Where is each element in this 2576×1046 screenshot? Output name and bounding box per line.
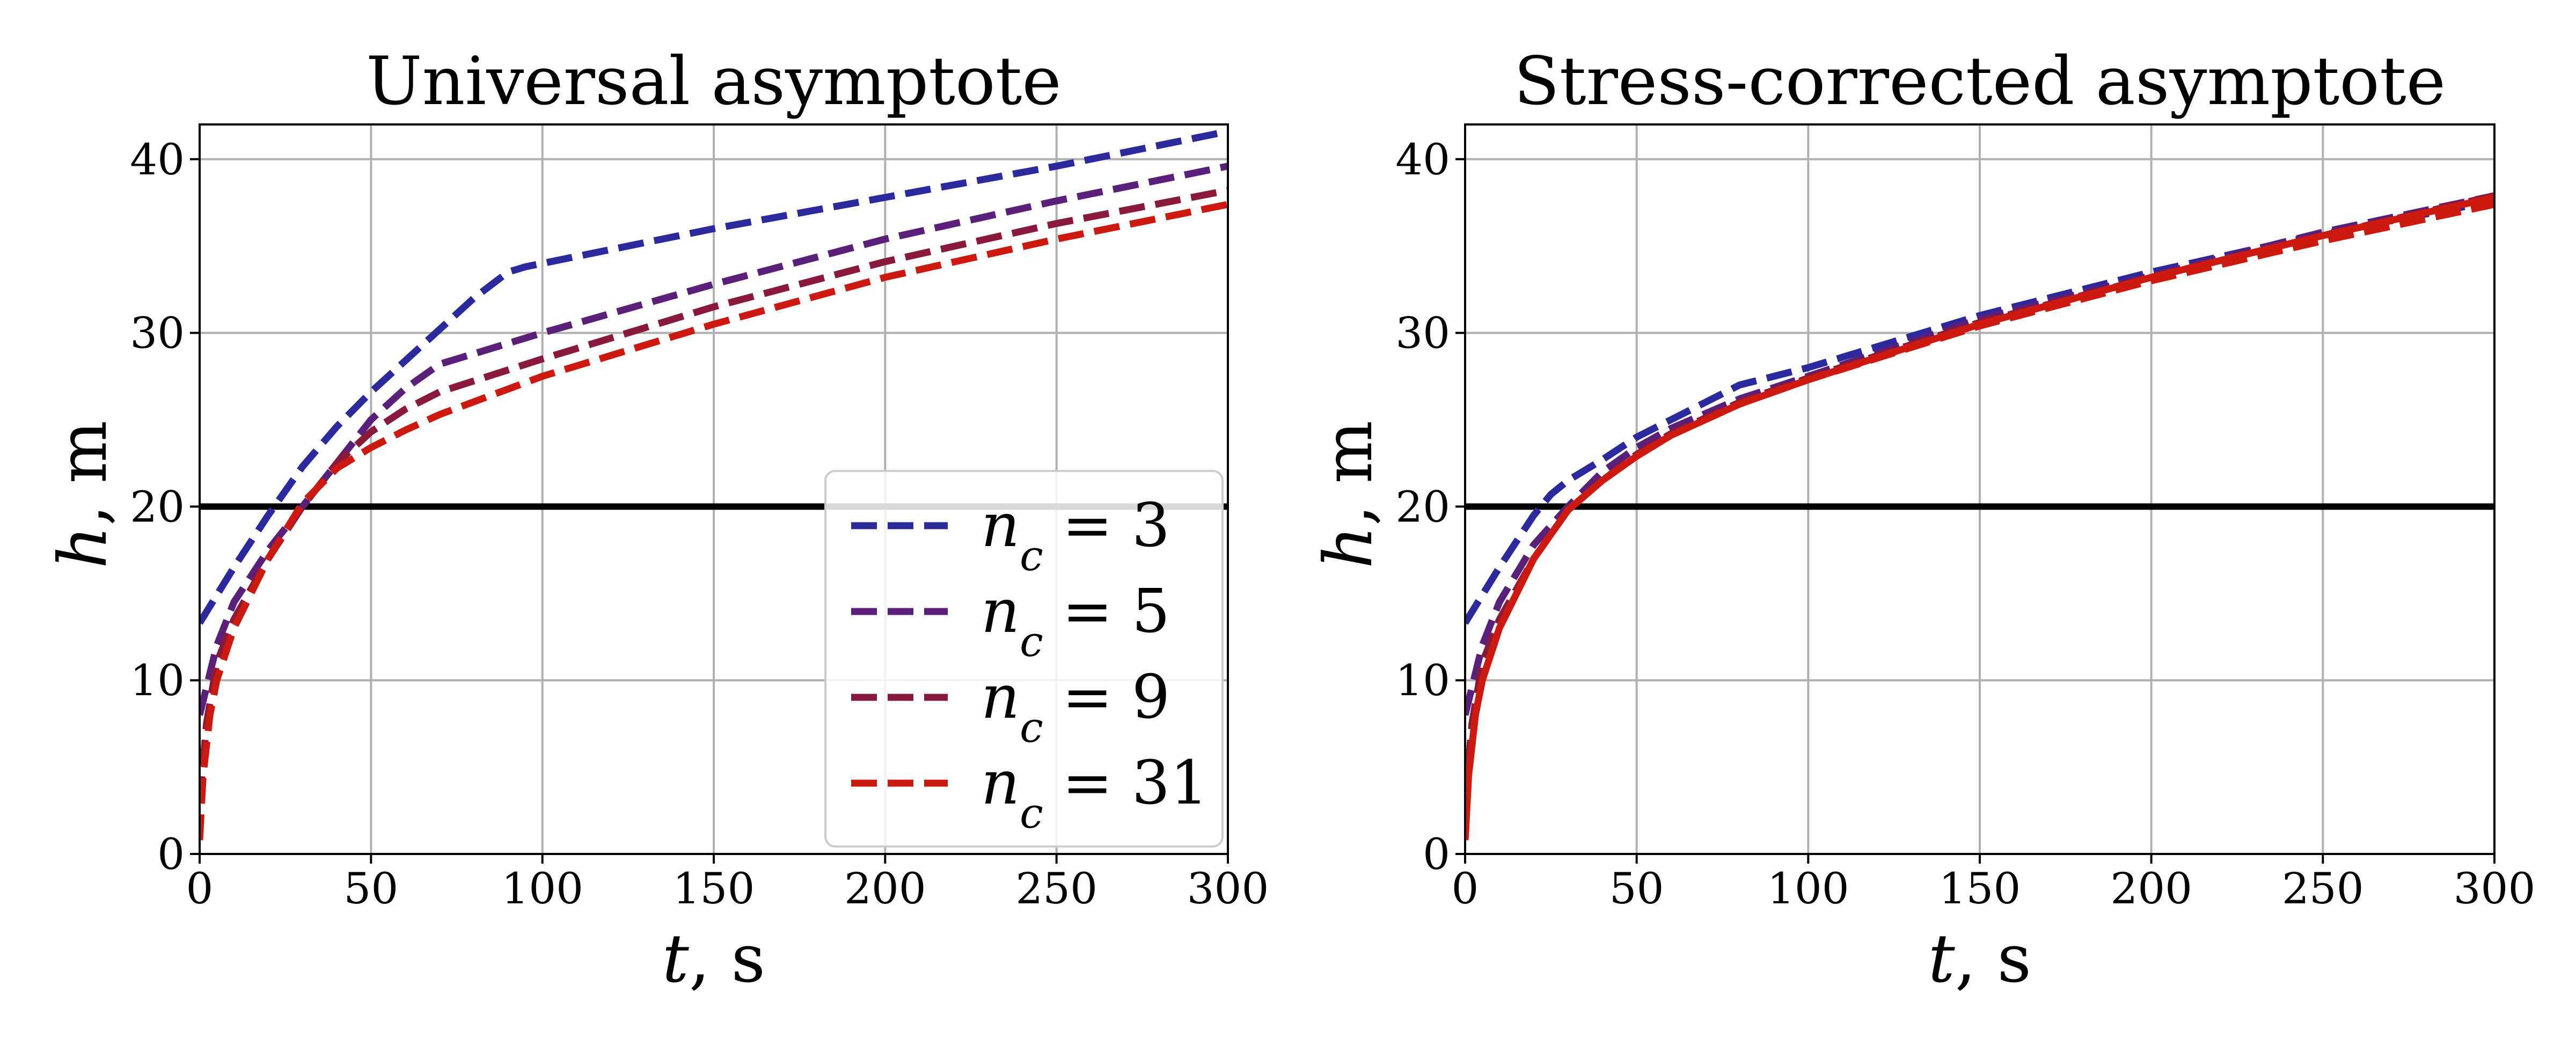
x-tick-label: 150 [673,864,755,914]
y-tick-label: 20 [130,482,185,532]
x-tick-label: 0 [1452,864,1479,914]
x-tick-label: 50 [343,864,398,914]
data-layer [200,128,1228,841]
x-tick-label: 50 [1609,864,1664,914]
x-axis-label: t, s [662,920,765,998]
x-tick-label: 100 [501,864,583,914]
x-tick-label: 200 [2110,864,2192,914]
series-line-nc-31 [200,201,1228,841]
legend: nc = 3nc = 5nc = 9nc = 31 [824,470,1224,848]
series-line-nc-3 [200,128,1228,625]
chart-right: 0 50 100 150 200 250 300 0 10 20 30 40 Stress-correc… [1310,43,2535,998]
series-line-nc-5 [200,163,1228,716]
x-tick-label: 300 [2454,864,2536,914]
legend-label-nc-31: nc = 31 [981,748,1208,838]
series-line-nc-9 [200,187,1228,802]
x-tick-label: 100 [1767,864,1849,914]
chart-title: Universal asymptote [366,43,1062,120]
series-line-solid [1465,194,2494,841]
legend-label-nc-5: nc = 5 [981,577,1170,666]
chart-left: 0 50 100 150 200 250 300 0 10 20 30 40 Universal asy… [45,43,1269,998]
y-tick-label: 0 [1423,829,1450,879]
legend-label-nc-9: nc = 9 [981,662,1170,752]
legend-box [824,470,1224,848]
y-tick-label: 10 [130,655,185,705]
y-tick-label: 10 [1395,655,1450,705]
x-tick-label: 0 [186,864,214,914]
legend-label-nc-3: nc = 3 [981,491,1170,580]
x-tick-label: 200 [844,864,926,914]
x-tick-label: 250 [1015,864,1097,914]
y-tick-label: 30 [1395,308,1450,358]
y-tick-label: 40 [130,135,185,185]
y-axis-label: h, m [45,421,122,569]
x-axis-label: t, s [1928,920,2031,998]
x-tick-label: 300 [1187,864,1269,914]
y-tick-label: 40 [1395,135,1450,185]
y-tick-label: 0 [157,829,185,879]
chart-title: Stress-corrected asymptote [1514,43,2446,120]
y-tick-label: 30 [130,308,185,358]
x-tick-label: 150 [1939,864,2021,914]
y-axis-label: h, m [1310,421,1387,569]
data-layer [1465,192,2494,841]
y-tick-label: 20 [1395,482,1450,532]
x-tick-label: 250 [2282,864,2364,914]
